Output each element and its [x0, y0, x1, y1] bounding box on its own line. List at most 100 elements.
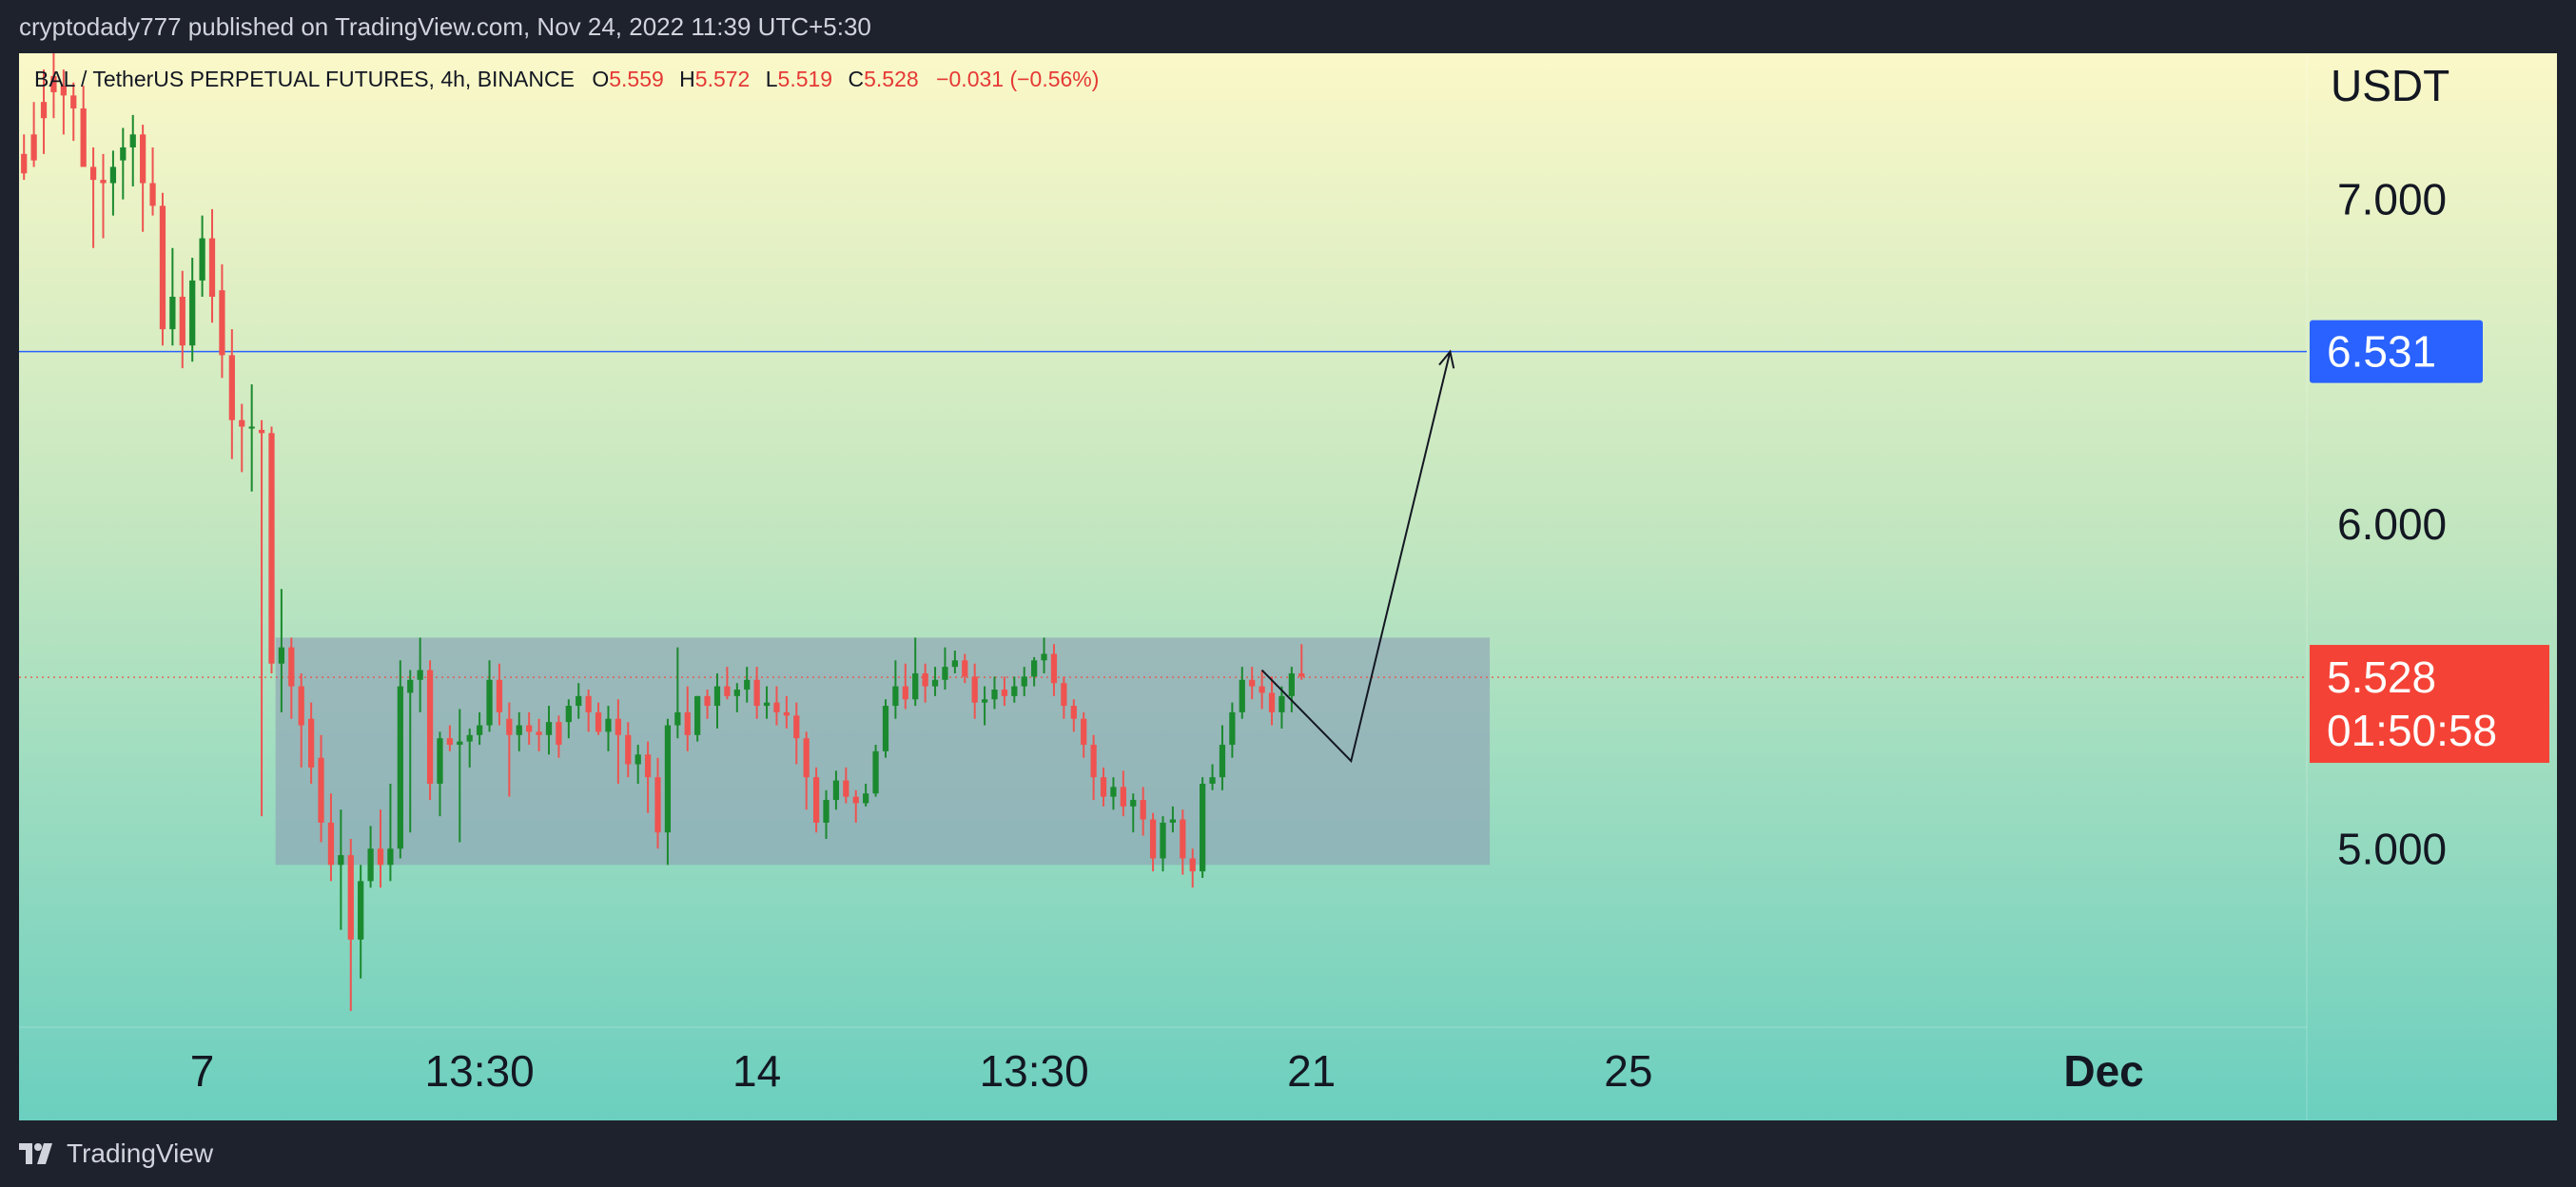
candle [1239, 667, 1245, 719]
candle-body [1259, 686, 1265, 693]
candle [942, 647, 948, 691]
x-tick-label: 13:30 [980, 1046, 1089, 1096]
candle [526, 711, 533, 746]
candle-body [1268, 692, 1276, 712]
candle [912, 637, 919, 707]
candle-body [565, 706, 572, 723]
candle-body [426, 670, 434, 784]
candle [1130, 793, 1137, 833]
candle [208, 208, 216, 323]
candle-body [208, 238, 216, 297]
candle-body [625, 734, 632, 765]
candle [30, 102, 37, 167]
candle [1268, 676, 1276, 726]
candle [713, 672, 721, 729]
target-price-tag [2310, 320, 2483, 383]
candle [387, 784, 394, 882]
price-chart[interactable]: 7.000 6.000 5.000 7 13:30 14 13:30 21 25 Dec 6.53… [19, 53, 2557, 1120]
candle [962, 653, 968, 684]
chart-area[interactable]: 7.000 6.000 5.000 7 13:30 14 13:30 21 25 Dec 6.53… [19, 53, 2557, 1120]
x-tick-label: 21 [1287, 1046, 1336, 1096]
candle [417, 637, 423, 712]
candle-body [1100, 777, 1107, 797]
candle-body [892, 686, 899, 707]
candle-body [1189, 858, 1196, 872]
candle-body [556, 722, 562, 746]
candle-body [338, 855, 344, 866]
candle [863, 784, 869, 807]
candle-body [60, 86, 67, 96]
x-tick-label: 25 [1604, 1046, 1652, 1096]
candle [763, 686, 771, 719]
candle [674, 647, 681, 739]
candle-body [773, 702, 780, 712]
legend-low-value: 5.519 [778, 67, 833, 91]
publisher-bar: cryptodady777 published on TradingView.c… [0, 0, 2576, 53]
candle [545, 706, 553, 755]
candle-body [347, 855, 354, 940]
candle-body [1249, 679, 1256, 687]
tradingview-logo[interactable]: TradingView [19, 1138, 213, 1169]
candle [21, 134, 28, 181]
candle [1100, 767, 1107, 807]
candle-body [179, 297, 185, 346]
candle [179, 270, 185, 369]
legend-close-value: 5.528 [864, 67, 919, 91]
candle-body [1031, 660, 1038, 677]
candle [1259, 670, 1265, 710]
candle-body [803, 738, 810, 778]
candle [140, 125, 146, 232]
candle [1200, 777, 1206, 878]
candle-body [1149, 819, 1157, 859]
candle [219, 263, 225, 379]
candle [981, 686, 988, 726]
candle-body [407, 679, 414, 693]
candle-body [694, 695, 701, 735]
candle [882, 699, 889, 758]
candle-body [466, 734, 473, 742]
candle-body [258, 429, 265, 434]
legend-change: −0.031 (−0.56%) [936, 67, 1099, 91]
candle-body [753, 679, 760, 707]
candle [565, 699, 572, 739]
candle [477, 711, 483, 746]
candle [1081, 711, 1087, 758]
candle [991, 676, 998, 710]
candle [1180, 809, 1186, 875]
candle [902, 663, 908, 710]
candle [199, 215, 205, 297]
legend-high-label: H [679, 67, 695, 91]
candle-body [823, 800, 829, 823]
candle [951, 651, 958, 673]
candle [852, 789, 859, 823]
y-tick-label: 6.000 [2337, 499, 2447, 549]
candle [1031, 656, 1038, 687]
candle [595, 702, 602, 735]
candle [843, 767, 849, 804]
candle [239, 403, 245, 473]
candle-body [446, 738, 454, 746]
projection-arrow-path [1260, 351, 1452, 764]
candle [258, 419, 265, 817]
currency-label: USDT [2331, 61, 2449, 110]
candle [773, 686, 780, 726]
candle [228, 329, 235, 459]
candle-body [516, 725, 522, 735]
candle-body [644, 754, 652, 778]
candle [1001, 676, 1008, 707]
candle [486, 660, 493, 732]
x-tick-label: 7 [190, 1046, 215, 1096]
candle [358, 865, 364, 979]
candle-body [991, 690, 998, 700]
candle-body [358, 881, 364, 940]
candle [149, 146, 156, 216]
legend-close-label: C [849, 67, 865, 91]
candle-body [50, 75, 57, 92]
candle [832, 770, 840, 810]
candle-body [129, 134, 136, 147]
candle-body [80, 108, 87, 167]
candle [605, 706, 612, 751]
candle [446, 725, 454, 751]
candle-body [704, 695, 711, 707]
candle [615, 699, 622, 784]
